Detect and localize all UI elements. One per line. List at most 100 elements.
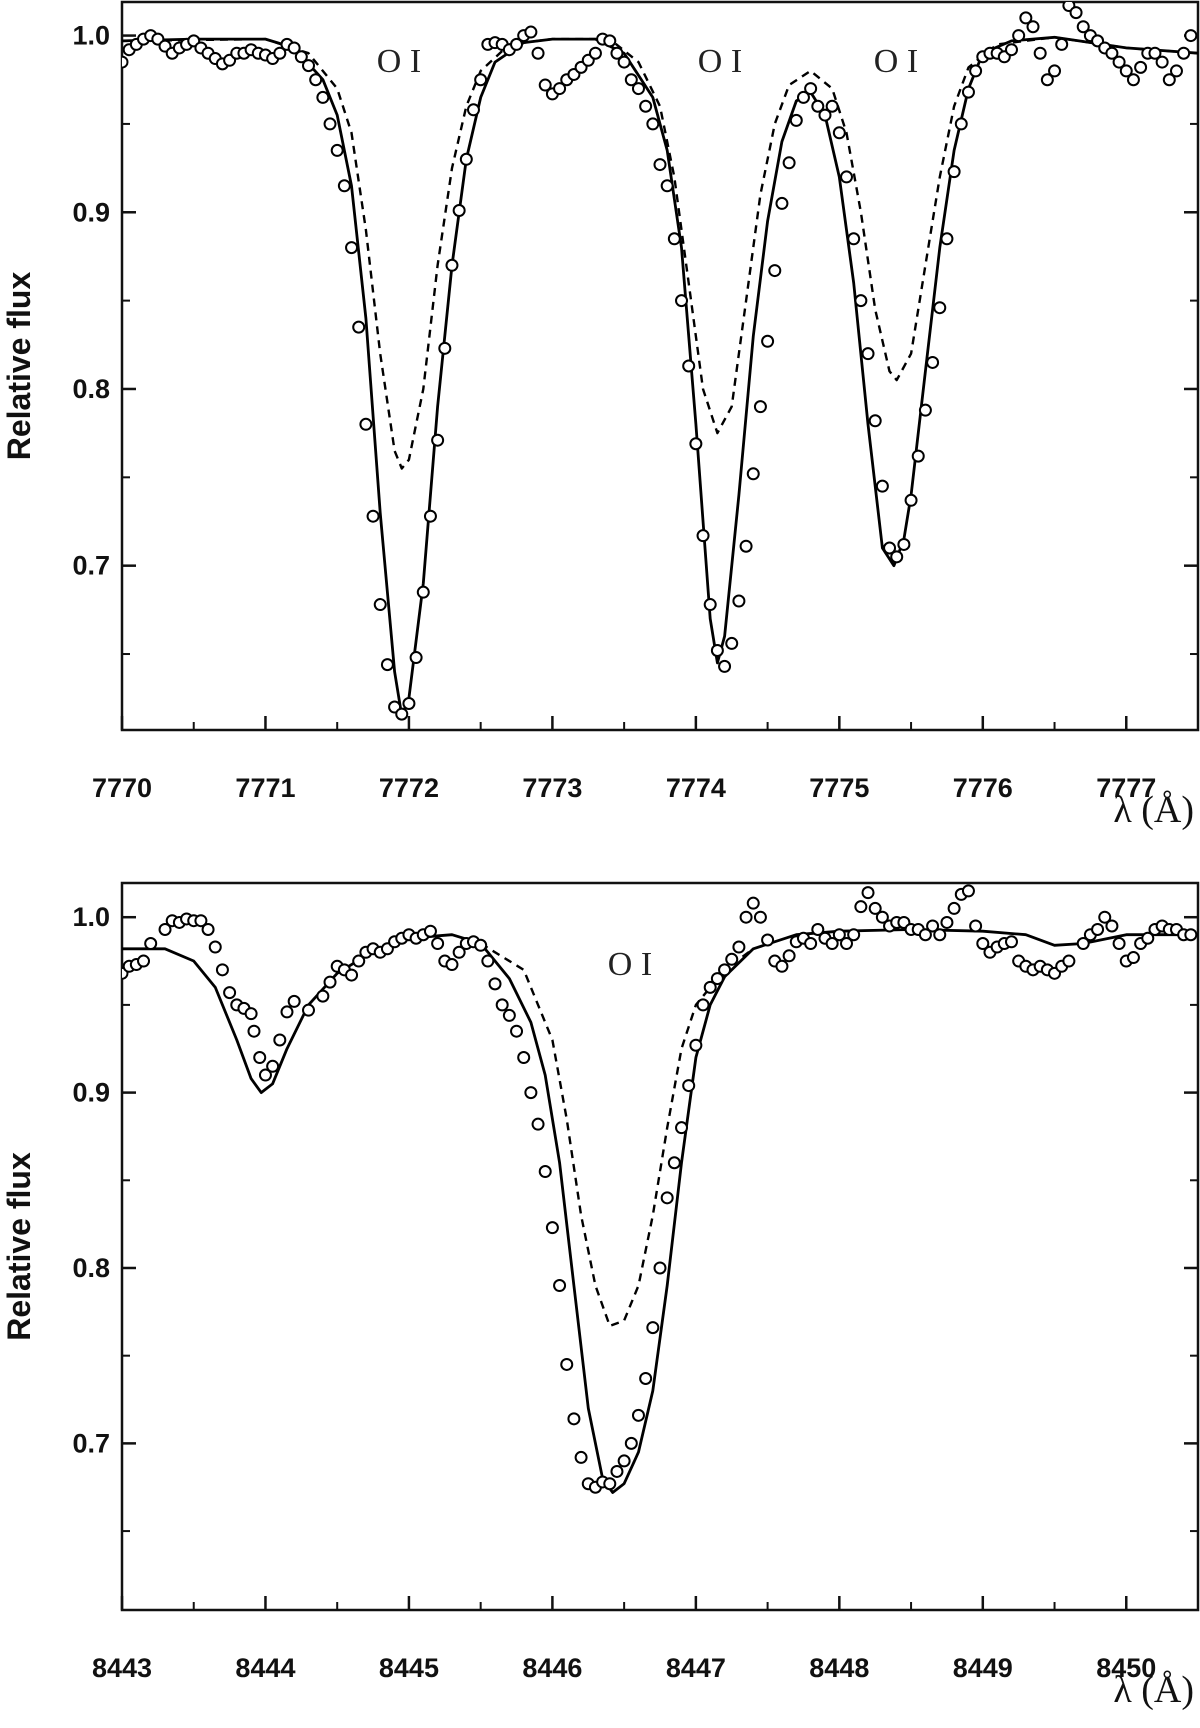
data-point — [1019, 11, 1033, 25]
data-point — [215, 963, 229, 977]
data-point — [247, 1024, 261, 1038]
data-point — [194, 914, 208, 928]
data-point — [746, 896, 760, 910]
data-point — [438, 341, 452, 355]
data-point — [689, 1038, 703, 1052]
data-point — [266, 1059, 280, 1073]
y-tick-label: 0.8 — [72, 374, 110, 404]
data-point — [445, 958, 459, 972]
data-point — [926, 919, 940, 933]
data-point — [768, 264, 782, 278]
annotation: O I — [698, 43, 742, 80]
data-point — [1076, 20, 1090, 34]
data-point — [466, 103, 480, 117]
data-point — [1069, 6, 1083, 20]
data-point — [761, 933, 775, 947]
y-tick-label: 0.8 — [72, 1253, 110, 1283]
data-point — [847, 232, 861, 246]
data-point — [675, 1121, 689, 1135]
dashed-line — [122, 36, 1198, 470]
data-point — [1119, 64, 1133, 78]
data-point — [840, 170, 854, 184]
data-point — [624, 1436, 638, 1450]
data-point — [302, 1003, 316, 1017]
y-axis-label: Relative flux — [1, 1152, 37, 1341]
data-point — [1141, 931, 1155, 945]
data-point — [431, 937, 445, 951]
data-point — [811, 99, 825, 113]
data-point — [510, 37, 524, 51]
x-axis-label: λ (Å) — [1113, 1669, 1194, 1711]
data-point — [868, 414, 882, 428]
x-tick-label: 8450 — [1096, 1653, 1156, 1683]
data-point — [1169, 64, 1183, 78]
data-point — [976, 937, 990, 951]
data-point — [718, 659, 732, 673]
data-point — [732, 594, 746, 608]
data-point — [502, 1008, 516, 1022]
data-point — [782, 949, 796, 963]
data-point — [646, 117, 660, 131]
data-point — [531, 1117, 545, 1131]
data-point — [273, 1033, 287, 1047]
y-tick-label: 0.7 — [72, 1428, 110, 1458]
data-point — [725, 952, 739, 966]
data-point — [603, 34, 617, 48]
panel: 0.7 0.8 0.9 1.0 7770 7771 7772 7773 7774 7775 7776… — [1, 0, 1200, 831]
data-point — [875, 910, 889, 924]
data-point — [474, 938, 488, 952]
data-point — [617, 1454, 631, 1468]
data-point — [617, 55, 631, 69]
data-point — [847, 928, 861, 942]
y-tick-label: 0.9 — [72, 197, 110, 227]
data-point — [294, 50, 308, 64]
data-point — [682, 1079, 696, 1093]
data-point — [811, 922, 825, 936]
y-axis-label: Relative flux — [1, 272, 37, 461]
data-point — [710, 643, 724, 657]
data-point — [954, 117, 968, 131]
data-point — [861, 347, 875, 361]
data-point — [675, 294, 689, 308]
data-point — [517, 1051, 531, 1065]
data-point — [818, 108, 832, 122]
data-point — [1004, 935, 1018, 949]
data-point — [940, 915, 954, 929]
data-point — [1091, 922, 1105, 936]
y-tick-label: 1.0 — [72, 902, 110, 932]
data-point — [782, 156, 796, 170]
data-point — [947, 165, 961, 179]
data-point — [761, 334, 775, 348]
data-point — [273, 46, 287, 60]
x-tick-label: 7770 — [92, 773, 152, 803]
data-point — [531, 46, 545, 60]
x-tick-label: 8444 — [235, 1653, 295, 1683]
data-point — [1155, 55, 1169, 69]
data-point — [538, 1165, 552, 1179]
data-point — [1162, 73, 1176, 87]
data-point — [624, 73, 638, 87]
y-tick-label: 0.7 — [72, 551, 110, 581]
data-point — [918, 403, 932, 417]
data-point — [667, 1156, 681, 1170]
data-point — [832, 126, 846, 140]
x-axis-label: λ (Å) — [1113, 789, 1194, 831]
data-point — [1076, 937, 1090, 951]
data-point — [840, 937, 854, 951]
data-point — [904, 493, 918, 507]
data-point — [739, 910, 753, 924]
data-point — [323, 117, 337, 131]
data-point — [918, 928, 932, 942]
data-point — [725, 636, 739, 650]
data-point — [732, 940, 746, 954]
data-point — [796, 90, 810, 104]
data-point — [352, 954, 366, 968]
y-tick-label: 0.9 — [72, 1078, 110, 1108]
data-point — [258, 1068, 272, 1082]
data-point — [137, 954, 151, 968]
data-point — [610, 46, 624, 60]
data-point — [359, 417, 373, 431]
data-point — [940, 232, 954, 246]
data-point — [474, 73, 488, 87]
data-point — [316, 90, 330, 104]
